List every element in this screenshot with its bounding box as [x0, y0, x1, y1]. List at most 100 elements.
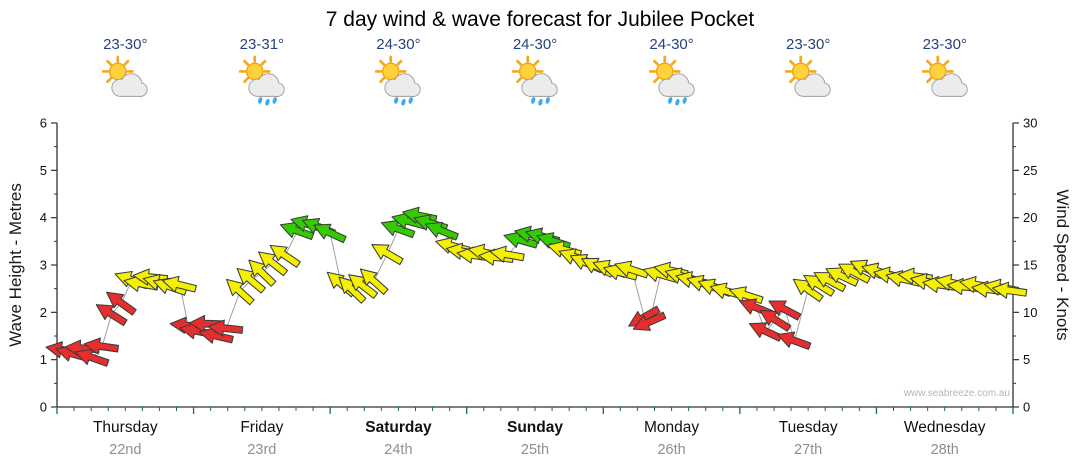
day-temp: 23-31° [239, 36, 285, 53]
wind-arrow [258, 251, 289, 277]
sun-icon [238, 55, 271, 88]
cloud-icon [111, 73, 148, 97]
day-header-wednesday: 23-30° [876, 36, 1013, 107]
knot-tick-label: 25 [1023, 163, 1037, 178]
day-header-sunday: 24-30° [467, 36, 604, 107]
cloud-icon [384, 73, 422, 97]
day-date-label: 22nd [109, 442, 141, 458]
day-temp: 23-30° [785, 36, 831, 53]
day-header-monday: 24-30° [603, 36, 740, 107]
weather-icon-partly-cloudy [921, 55, 968, 97]
day-temp: 24-30° [376, 36, 421, 53]
day-temp: 24-30° [512, 36, 558, 53]
wind-arrow [838, 263, 871, 284]
knot-tick-label: 0 [1023, 400, 1030, 415]
watermark: www.seabreeze.com.au [903, 388, 1010, 399]
rain-icon [531, 97, 550, 106]
wind-arrow [759, 309, 792, 332]
knot-tick-label: 20 [1023, 210, 1037, 225]
weather-icon-partly-cloudy [785, 55, 831, 97]
knot-tick-label: 10 [1023, 305, 1037, 320]
day-temp: 24-30° [649, 36, 694, 53]
wind-arrow [279, 221, 315, 241]
weather-icon-partly-cloudy [102, 55, 148, 97]
wave-tick-label: 4 [40, 210, 47, 225]
wave-tick-label: 1 [40, 352, 47, 367]
day-date-label: 25th [521, 442, 549, 458]
day-label: Saturday [365, 419, 432, 436]
wind-arrow [424, 221, 459, 241]
weather-icon-showers [375, 55, 422, 106]
wind-arrow [226, 278, 255, 306]
rain-icon [667, 97, 687, 106]
day-header-thursday: 23-30° [57, 36, 194, 107]
day-label: Thursday [93, 419, 158, 436]
day-date-label: 24th [384, 442, 412, 458]
rain-icon [394, 97, 414, 106]
wind-arrow [768, 300, 802, 321]
day-label: Sunday [507, 419, 563, 436]
wind-arrow [825, 267, 859, 287]
day-label: Wednesday [904, 419, 986, 436]
wind-arrow [106, 291, 137, 316]
wind-arrow [380, 219, 416, 239]
wind-arrow [777, 331, 812, 350]
wind-arrow [83, 337, 120, 355]
wind-arrow [188, 315, 224, 333]
wave-tick-label: 0 [40, 400, 47, 415]
knot-tick-label: 5 [1023, 352, 1030, 367]
day-header-saturday: 24-30° [330, 36, 467, 107]
wave-tick-label: 3 [40, 258, 47, 273]
day-header-friday: 23-31° [194, 36, 331, 107]
wave-tick-label: 5 [40, 163, 47, 178]
cloud-icon [248, 73, 285, 97]
wind-arrow [348, 274, 379, 299]
rain-icon [257, 97, 277, 106]
day-label: Monday [644, 419, 699, 436]
wind-arrow [359, 268, 389, 295]
knot-tick-label: 30 [1023, 116, 1037, 131]
wind-arrow [371, 244, 404, 266]
day-header-tuesday: 23-30° [740, 36, 877, 107]
wind-arrow [803, 274, 836, 297]
wind-arrow [632, 311, 667, 331]
day-date-label: 26th [657, 442, 685, 458]
cloud-icon [931, 73, 968, 97]
weather-icon-showers [238, 55, 285, 106]
cloud-icon [658, 73, 695, 97]
chart-title: 7 day wind & wave forecast for Jubilee P… [325, 8, 755, 31]
wind-arrow [248, 259, 277, 287]
wave-tick-label: 6 [40, 116, 47, 131]
cloud-icon [794, 73, 831, 97]
wind-arrow [313, 223, 347, 244]
wind-arrow [991, 281, 1028, 299]
day-temp: 23-30° [103, 36, 148, 53]
wind-arrow [338, 276, 367, 304]
wind-arrow [792, 278, 824, 303]
knot-tick-label: 15 [1023, 258, 1037, 273]
wind-arrow [207, 319, 244, 337]
cloud-icon [521, 73, 558, 97]
day-headers-row: 23-30° 23-31° 24-30° 24-30° 24-30° 23-30° 23-3… [57, 36, 1013, 107]
wind-arrow [161, 275, 197, 293]
wind-arrow [236, 267, 266, 294]
wind-arrows-layer [45, 206, 1028, 367]
wind-arrow [269, 244, 301, 268]
weather-icon-showers [648, 55, 695, 106]
wind-arrow [198, 326, 234, 344]
weather-icon-showers [511, 55, 558, 106]
wind-arrow [95, 304, 128, 327]
wave-tick-label: 2 [40, 305, 47, 320]
wind-arrow [489, 245, 525, 263]
day-temp: 23-30° [922, 36, 967, 53]
day-date-label: 23rd [247, 442, 276, 458]
day-date-label: 28th [931, 442, 959, 458]
axes: 0 1 2 3 4 5 6 0 5 10 15 20 25 30 [40, 116, 1038, 415]
day-date-label: 27th [794, 442, 822, 458]
wind-arrow [748, 322, 783, 342]
wind-arrow [813, 272, 847, 293]
day-label: Tuesday [779, 419, 838, 436]
day-label: Friday [240, 419, 283, 436]
